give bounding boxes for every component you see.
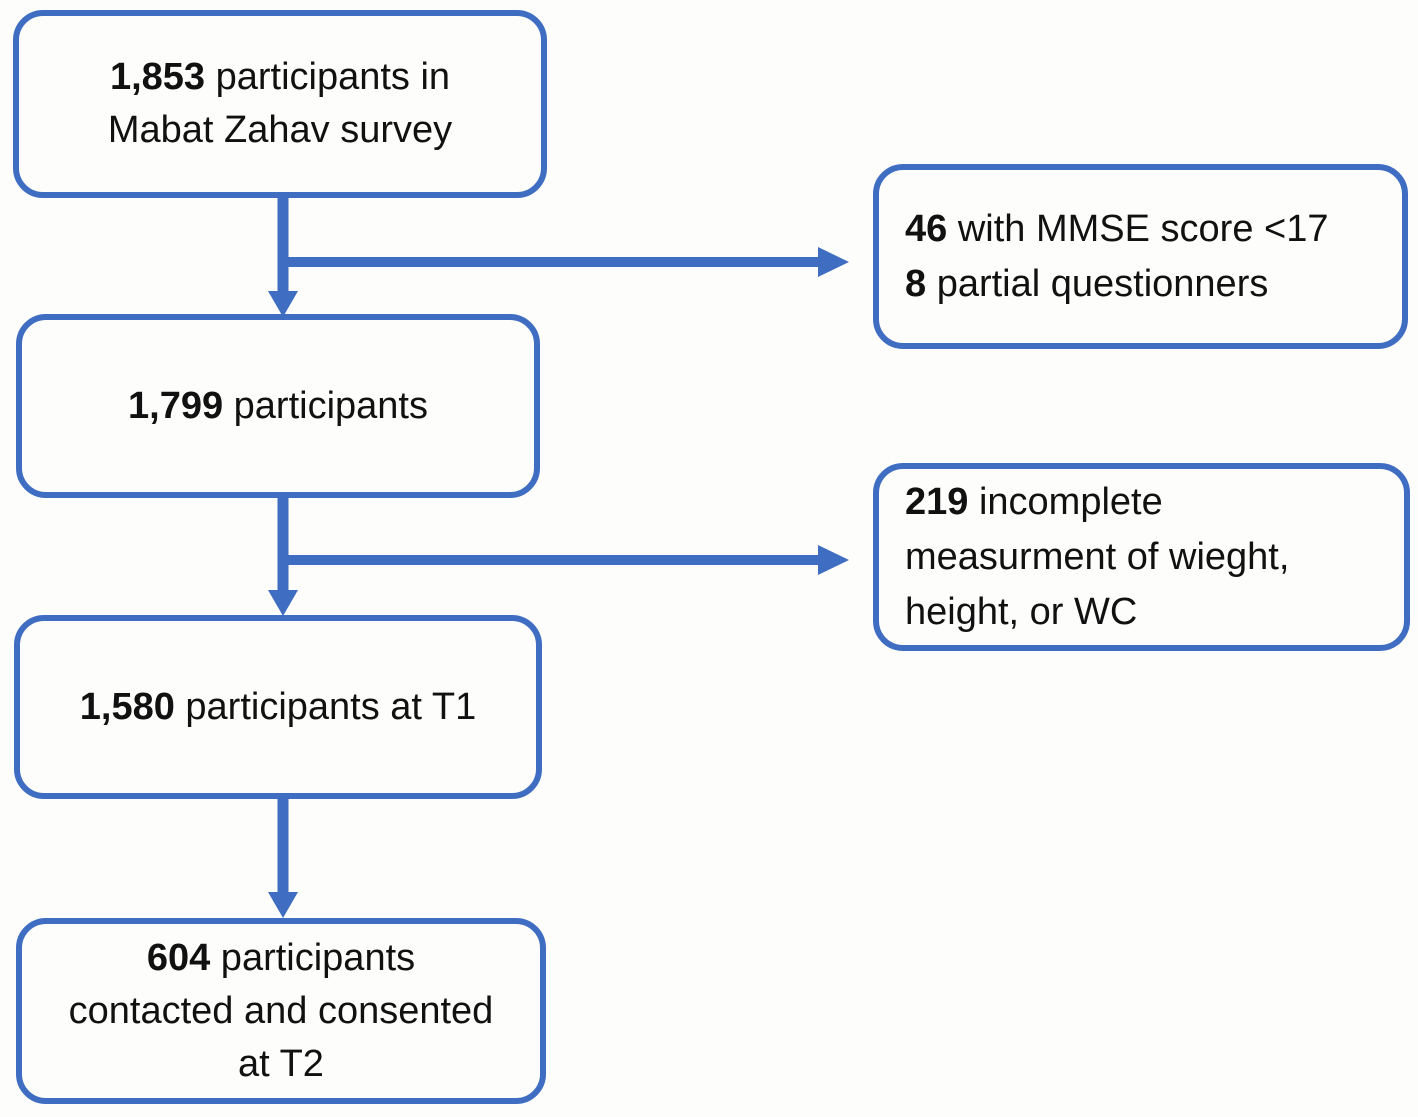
excluded-measurement-line1: 219 incomplete xyxy=(905,480,1163,523)
arrow-eligible-to-excluded-measurement xyxy=(278,545,849,575)
arrow-survey-to-excluded-mmse xyxy=(278,247,849,277)
arrow-t1-to-t2 xyxy=(268,798,298,918)
arrow-eligible-to-t1 xyxy=(268,496,298,616)
box-eligible-line1: 1,799 participants xyxy=(128,384,428,427)
excluded-mmse-line1: 46 with MMSE score <17 xyxy=(905,207,1329,250)
survey-count: 1,853 xyxy=(109,56,206,98)
box-t1-participants: 1,580 participants at T1 xyxy=(14,615,542,799)
box-survey-participants: 1,853 participants in Mabat Zahav survey xyxy=(13,10,547,198)
eligible-count: 1,799 xyxy=(128,384,224,427)
box-t2-participants: 604 participants contacted and consented… xyxy=(16,918,546,1104)
box-t2-line1: 604 participants xyxy=(146,936,416,979)
excluded-partial-count: 8 xyxy=(905,262,927,305)
t1-count: 1,580 xyxy=(79,685,175,728)
box-t2-line3: at T2 xyxy=(238,1042,324,1085)
box-excluded-measurement: 219 incomplete measurment of wieght, hei… xyxy=(873,463,1410,651)
box-excluded-mmse: 46 with MMSE score <17 8 partial questio… xyxy=(873,164,1408,349)
box-eligible-participants: 1,799 participants xyxy=(16,314,540,498)
t2-count: 604 xyxy=(146,936,211,979)
box-survey-line1: 1,853 participants in xyxy=(109,56,451,98)
arrow-survey-to-eligible xyxy=(268,196,298,317)
excluded-mmse-line2: 8 partial questionners xyxy=(905,262,1269,305)
excluded-measurement-line2: measurment of wieght, xyxy=(905,535,1290,578)
excluded-measurement-line3: height, or WC xyxy=(905,590,1138,633)
excluded-measurement-count: 219 xyxy=(905,480,969,523)
box-t1-line1: 1,580 participants at T1 xyxy=(79,685,477,728)
excluded-mmse-count: 46 xyxy=(905,207,948,250)
box-survey-line2: Mabat Zahav survey xyxy=(107,109,453,151)
box-t2-line2: contacted and consented xyxy=(68,989,494,1032)
